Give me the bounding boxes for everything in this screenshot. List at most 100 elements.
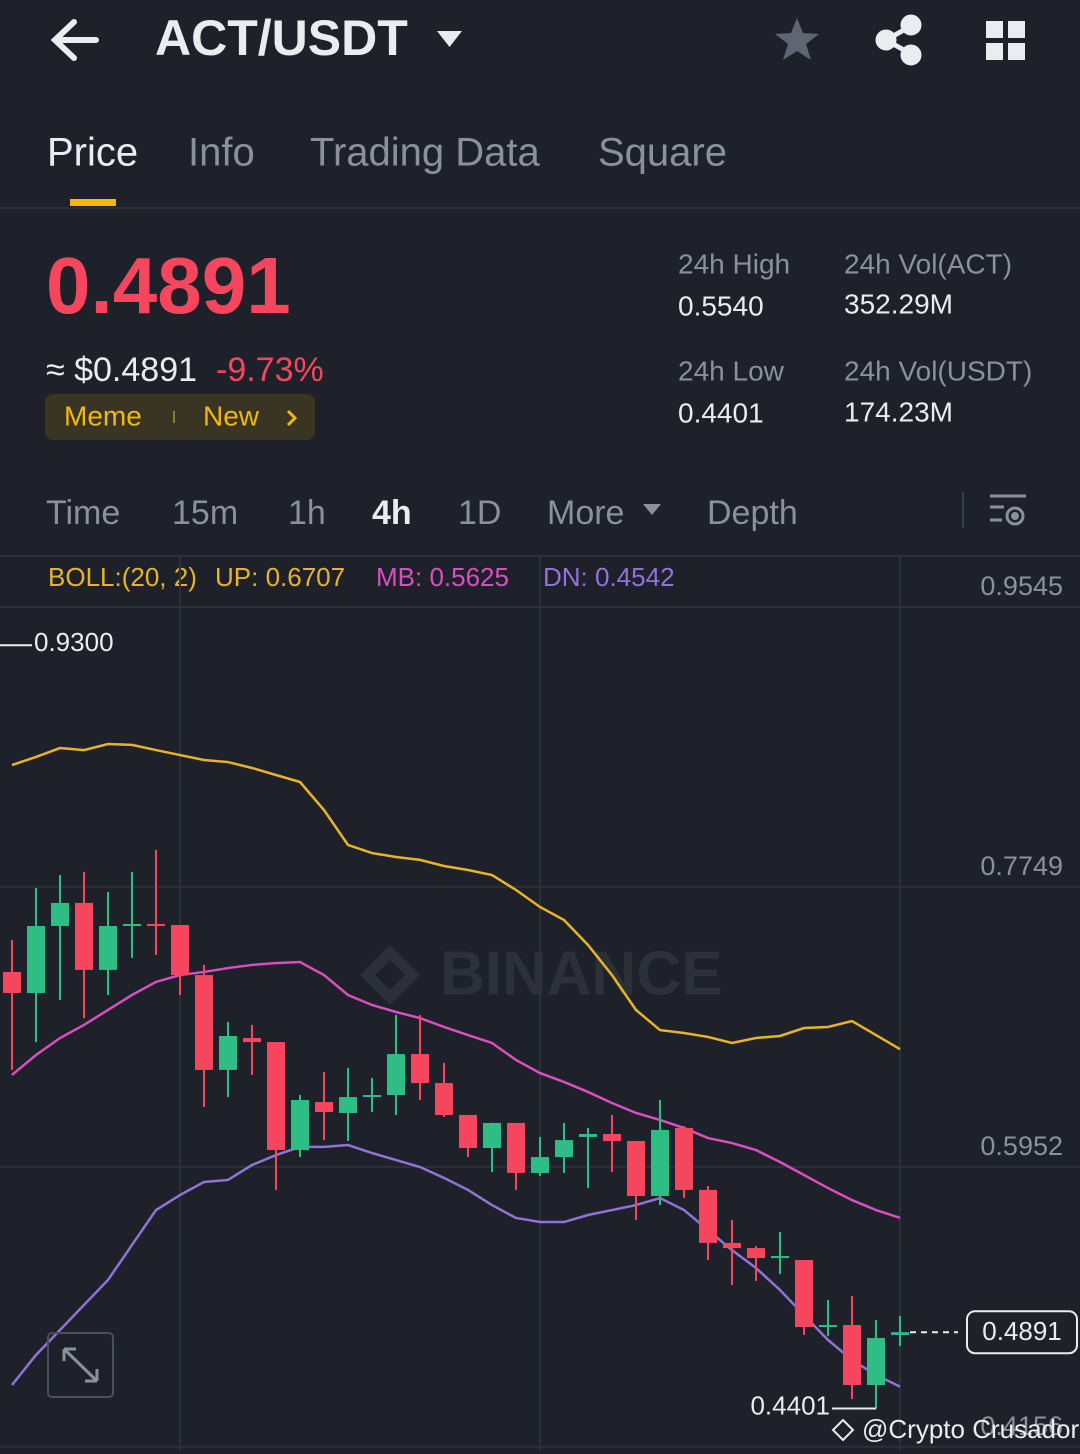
legend-item: MB: 0.5625 bbox=[376, 562, 509, 592]
candle-body bbox=[387, 1054, 405, 1096]
interval[interactable]: 4h bbox=[372, 494, 412, 532]
interval[interactable]: Time bbox=[46, 494, 120, 532]
back-button[interactable] bbox=[50, 19, 99, 61]
stat-label: 24h Vol(ACT) bbox=[844, 248, 1012, 279]
tab[interactable]: Square bbox=[598, 131, 727, 175]
tab-indicator bbox=[70, 199, 116, 206]
band-line bbox=[11, 960, 901, 1220]
favorite-star[interactable] bbox=[775, 18, 819, 60]
band-line bbox=[11, 742, 901, 1051]
candle-body bbox=[219, 1035, 237, 1070]
candle-body bbox=[723, 1242, 741, 1249]
candle-body bbox=[771, 1256, 789, 1259]
more-caret bbox=[643, 504, 661, 515]
candle-body bbox=[867, 1337, 885, 1386]
stat-label: 24h High bbox=[678, 248, 790, 279]
candle-body bbox=[483, 1122, 501, 1149]
tab[interactable]: Info bbox=[188, 131, 255, 175]
candle-body bbox=[651, 1129, 669, 1197]
interval[interactable]: 1h bbox=[288, 494, 326, 532]
candle-body bbox=[843, 1325, 861, 1386]
indicator-label: BOLL:(20, 2) bbox=[48, 562, 197, 592]
watermark: BINANCE bbox=[440, 939, 722, 1008]
candle-body bbox=[171, 925, 189, 976]
candle-body bbox=[579, 1133, 597, 1137]
candle-body bbox=[555, 1140, 573, 1158]
candle-body bbox=[507, 1122, 525, 1173]
credit-icon bbox=[831, 1418, 855, 1442]
tag-chevron bbox=[286, 409, 298, 427]
grid-menu[interactable] bbox=[986, 21, 1025, 60]
candle-body bbox=[99, 925, 117, 970]
y-tick-label: 0.5952 bbox=[980, 1131, 1063, 1161]
stat-value: 174.23M bbox=[844, 396, 953, 427]
last-price-box bbox=[966, 1310, 1078, 1355]
legend-item: UP: 0.6707 bbox=[215, 562, 345, 592]
candle-body bbox=[147, 923, 165, 926]
candle-body bbox=[27, 925, 45, 993]
candle-body bbox=[531, 1157, 549, 1173]
legend-item: DN: 0.4542 bbox=[543, 562, 675, 592]
stat-value: 0.4401 bbox=[678, 397, 764, 428]
tag[interactable]: Meme bbox=[64, 400, 142, 431]
interval[interactable]: 15m bbox=[172, 494, 238, 532]
candle-body bbox=[75, 902, 93, 970]
share-button[interactable] bbox=[875, 14, 922, 66]
chart-settings[interactable] bbox=[990, 494, 1026, 526]
y-tick-label: 0.7749 bbox=[980, 851, 1063, 881]
last-price-label: 0.4891 bbox=[982, 1316, 1062, 1346]
pair-title[interactable]: ACT/USDT bbox=[155, 10, 408, 66]
price-change: -9.73% bbox=[216, 351, 324, 389]
stat-label: 24h Low bbox=[678, 355, 785, 386]
candle-body bbox=[819, 1325, 837, 1328]
candle-body bbox=[315, 1102, 333, 1113]
stat-value: 352.29M bbox=[844, 288, 953, 319]
stat-value: 0.5540 bbox=[678, 290, 764, 321]
tab[interactable]: Price bbox=[47, 131, 138, 175]
candle-body bbox=[267, 1042, 285, 1151]
candle-body bbox=[699, 1189, 717, 1243]
candle-body bbox=[411, 1054, 429, 1084]
candle-body bbox=[363, 1095, 381, 1098]
last-price: 0.4891 bbox=[46, 241, 291, 330]
divider bbox=[962, 492, 964, 528]
fiat-price: ≈ $0.4891 bbox=[46, 351, 197, 389]
candle-body bbox=[51, 902, 69, 926]
candle-body bbox=[603, 1133, 621, 1142]
tab[interactable]: Trading Data bbox=[310, 131, 541, 175]
candle-body bbox=[747, 1248, 765, 1259]
candle-body bbox=[627, 1141, 645, 1197]
tag-separator bbox=[173, 411, 175, 423]
candle-body bbox=[291, 1100, 309, 1151]
high-label: 0.9300 bbox=[34, 627, 114, 657]
tag-box[interactable] bbox=[45, 394, 315, 440]
candle-body bbox=[3, 971, 21, 993]
candle-body bbox=[675, 1127, 693, 1190]
low-label: 0.4401 bbox=[750, 1390, 830, 1420]
interval[interactable]: Depth bbox=[707, 494, 798, 532]
pair-dropdown[interactable] bbox=[437, 31, 462, 47]
y-tick-label: 0.4156 bbox=[980, 1411, 1063, 1441]
candle-body bbox=[243, 1038, 261, 1043]
band-line bbox=[11, 1143, 901, 1388]
candle-body bbox=[891, 1332, 909, 1336]
interval[interactable]: More bbox=[547, 494, 624, 532]
candle-body bbox=[195, 975, 213, 1070]
stat-label: 24h Vol(USDT) bbox=[844, 355, 1032, 386]
y-tick-label: 0.9545 bbox=[980, 571, 1063, 601]
divider bbox=[0, 207, 1080, 209]
watermark-logo bbox=[360, 945, 420, 1005]
divider bbox=[0, 555, 1080, 557]
candle-body bbox=[435, 1083, 453, 1115]
candle-body bbox=[459, 1114, 477, 1149]
interval[interactable]: 1D bbox=[458, 494, 501, 532]
candle-body bbox=[795, 1260, 813, 1328]
tag[interactable]: New bbox=[203, 400, 260, 431]
expand-button[interactable] bbox=[47, 1332, 114, 1398]
plot: 0.9545 0.7749 0.5952 0.4156 0.9300 0.4401 0.48… bbox=[0, 557, 1080, 1450]
credit: @Crypto Crusador bbox=[862, 1414, 1079, 1444]
candle-body bbox=[339, 1097, 357, 1113]
expand-icon bbox=[62, 1347, 99, 1383]
